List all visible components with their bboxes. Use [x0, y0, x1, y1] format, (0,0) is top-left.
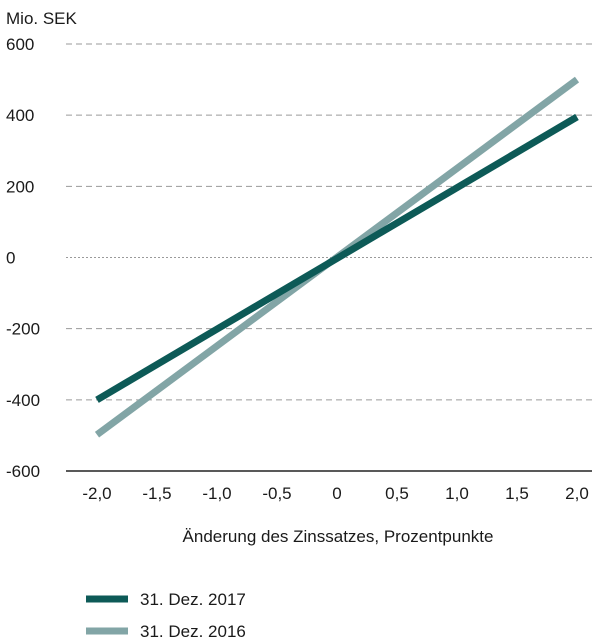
gridlines	[66, 43, 592, 472]
x-tick-label: -0,5	[262, 484, 291, 503]
y-tick-label: -600	[6, 462, 40, 481]
y-unit-label: Mio. SEK	[6, 9, 78, 28]
x-tick-label: 0	[332, 484, 341, 503]
y-tick-label: 400	[6, 106, 34, 125]
y-tick-label: -200	[6, 320, 40, 339]
x-tick-labels: -2,0 -1,5 -1,0 -0,5 0 0,5 1,0 1,5 2,0	[82, 484, 588, 503]
y-tick-labels: 600 400 200 0 -200 -400 -600	[6, 35, 40, 481]
series-lines	[94, 76, 580, 438]
x-tick-label: -2,0	[82, 484, 111, 503]
y-tick-label: 600	[6, 35, 34, 54]
x-tick-label: 0,5	[385, 484, 409, 503]
legend: 31. Dez. 2017 31. Dez. 2016	[86, 590, 246, 641]
y-tick-label: -400	[6, 391, 40, 410]
x-tick-label: -1,0	[202, 484, 231, 503]
x-tick-label: 1,5	[505, 484, 529, 503]
y-tick-label: 200	[6, 177, 34, 196]
x-tick-label: 2,0	[565, 484, 589, 503]
y-tick-label: 0	[6, 249, 15, 268]
x-tick-label: 1,0	[445, 484, 469, 503]
legend-label: 31. Dez. 2016	[140, 622, 246, 641]
series-line-0	[95, 113, 579, 403]
x-tick-label: -1,5	[142, 484, 171, 503]
legend-label: 31. Dez. 2017	[140, 590, 246, 609]
x-axis-label: Änderung des Zinssatzes, Prozentpunkte	[183, 527, 494, 546]
